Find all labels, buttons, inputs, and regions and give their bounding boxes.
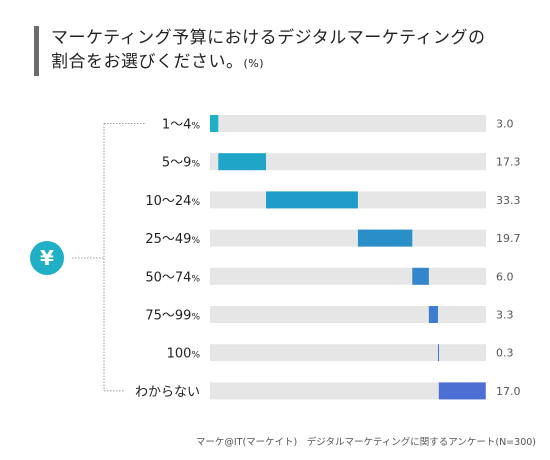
bar [266,191,358,209]
value-label: 0.3 [496,347,514,360]
yen-icon: ¥ [40,246,54,270]
category-label: 25〜49% [145,232,200,247]
bar [428,306,438,323]
bar [357,229,413,247]
bar-track [210,153,486,171]
title-line-2-text: 割合をお選びください。 [51,52,244,72]
bar-track [210,267,486,285]
category-label: わからない [135,385,200,400]
chart-title: マーケティング予算におけるデジタルマーケティングの 割合をお選びください。(%) [34,26,550,76]
category-label: 5〜9% [162,156,201,171]
source-note: マーケ@IT(マーケイト) デジタルマーケティングに関するアンケート(N=300… [195,437,536,448]
value-label: 19.7 [496,232,521,245]
category-label: 10〜24% [145,194,200,209]
bar-track [210,115,486,132]
category-label: 50〜74% [145,270,200,285]
title-line-1: マーケティング予算におけるデジタルマーケティングの [51,28,486,48]
bar-track [210,344,486,362]
value-label: 3.3 [496,309,514,322]
category-label: 100% [167,347,201,362]
value-label: 17.3 [496,156,521,169]
bar-track [210,382,486,400]
bar-track [210,306,486,323]
title-line-2: 割合をお選びください。(%) [51,50,550,76]
category-label: 1〜4% [162,118,201,133]
bar-track [210,229,486,247]
yen-icon-circle [30,241,64,275]
bar [437,344,439,362]
value-label: 6.0 [496,270,514,283]
value-label: 3.0 [496,118,514,131]
bar [438,382,486,400]
value-label: 33.3 [496,194,521,207]
category-label: 75〜99% [145,309,200,324]
bar [210,115,219,132]
bar [412,267,429,285]
title-unit: (%) [243,57,265,70]
bar [218,153,267,171]
value-label: 17.0 [496,385,521,398]
